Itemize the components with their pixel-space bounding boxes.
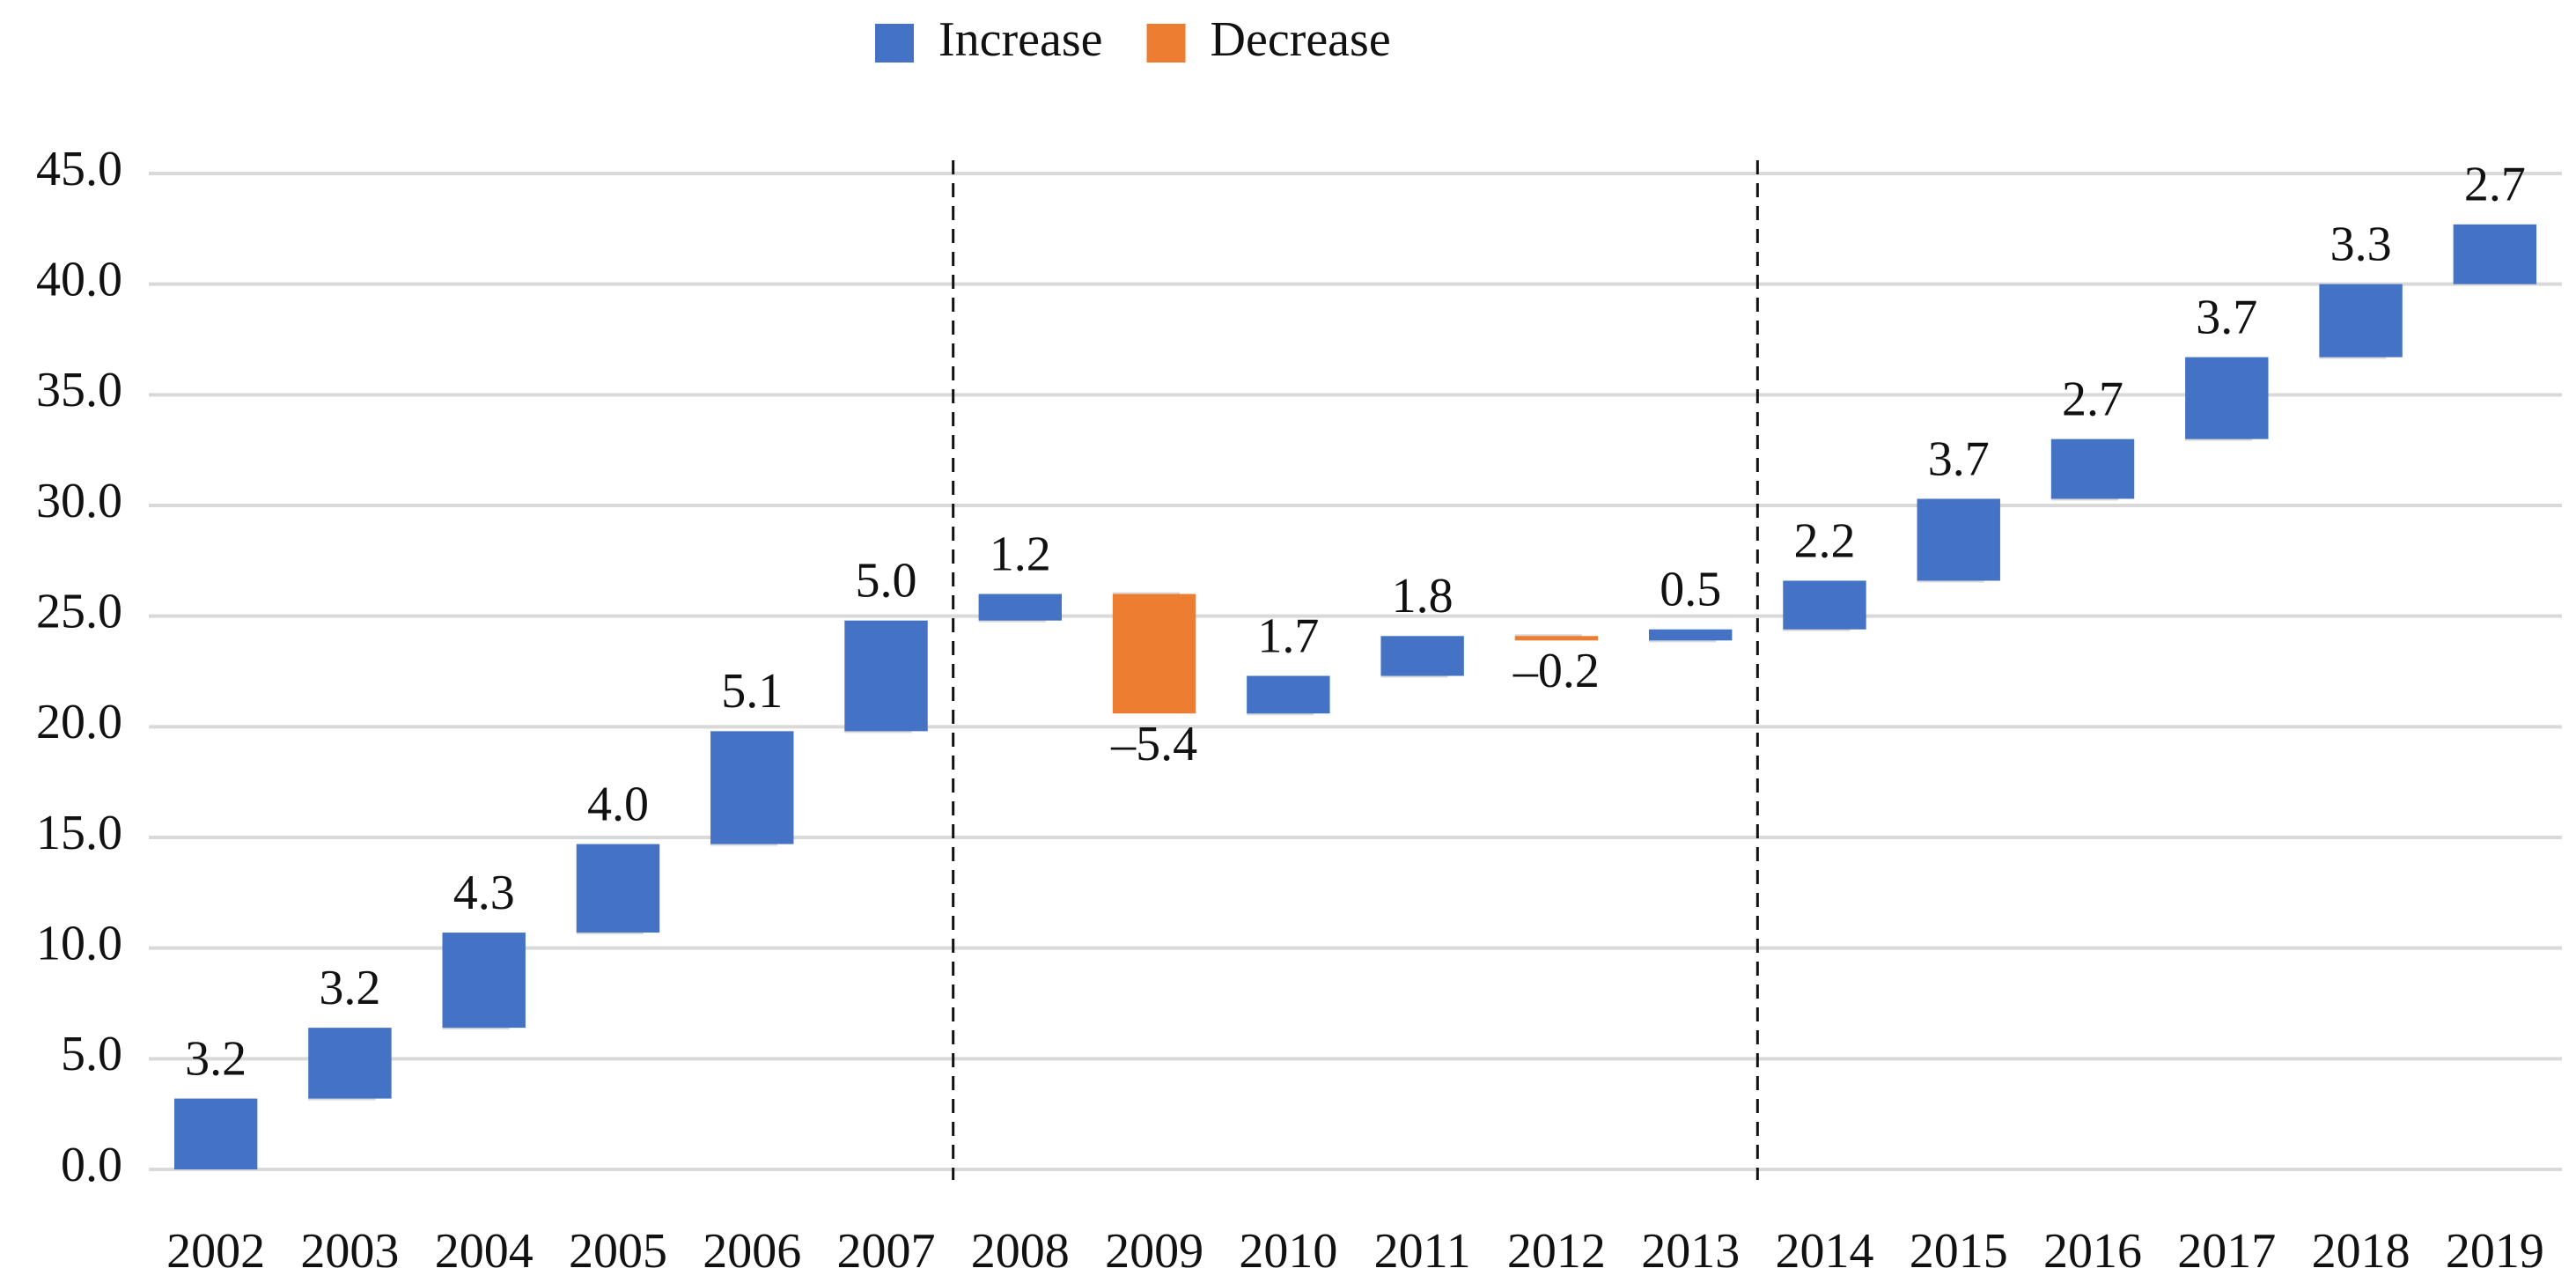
x-tick-label: 2015 — [1910, 1224, 2008, 1279]
x-tick-label: 2014 — [1775, 1224, 1873, 1279]
x-tick-label: 2012 — [1507, 1224, 1606, 1279]
bar — [978, 594, 1063, 621]
bar — [1648, 629, 1733, 641]
value-label: 3.7 — [1928, 431, 1990, 486]
bar — [2319, 284, 2403, 358]
legend-label: Increase — [938, 12, 1103, 67]
x-tick-label: 2002 — [166, 1224, 265, 1279]
bar — [1247, 675, 1330, 714]
x-tick-label: 2006 — [703, 1224, 801, 1279]
y-tick-label: 35.0 — [36, 363, 122, 417]
value-label: 5.0 — [856, 554, 917, 608]
value-label: 4.0 — [587, 777, 649, 831]
y-tick-label: 30.0 — [36, 474, 122, 528]
legend-swatch — [875, 24, 914, 63]
x-tick-label: 2019 — [2446, 1224, 2544, 1279]
x-tick-label: 2018 — [2312, 1224, 2410, 1279]
value-label: 0.5 — [1660, 563, 1721, 617]
x-tick-label: 2011 — [1374, 1224, 1471, 1279]
value-label: 2.7 — [2062, 372, 2123, 426]
value-label: 3.7 — [2196, 290, 2257, 344]
y-tick-label: 45.0 — [36, 142, 122, 196]
x-tick-label: 2007 — [837, 1224, 936, 1279]
value-label: 2.7 — [2464, 158, 2526, 212]
bar — [1112, 594, 1196, 714]
y-tick-label: 25.0 — [36, 585, 122, 639]
bar — [2453, 224, 2537, 284]
value-label: 1.8 — [1392, 569, 1454, 623]
bar — [576, 844, 660, 933]
bar — [173, 1098, 258, 1169]
x-tick-label: 2016 — [2043, 1224, 2142, 1279]
legend-swatch — [1146, 24, 1186, 63]
y-tick-label: 0.0 — [61, 1138, 122, 1192]
x-tick-label: 2017 — [2177, 1224, 2276, 1279]
bar — [2185, 357, 2269, 439]
y-tick-label: 10.0 — [36, 917, 122, 971]
x-tick-label: 2004 — [435, 1224, 534, 1279]
y-tick-label: 40.0 — [36, 253, 122, 307]
value-label: 1.2 — [990, 527, 1051, 581]
bar — [1514, 636, 1599, 641]
value-label: 3.3 — [2330, 218, 2392, 272]
bar — [442, 933, 526, 1029]
value-label: 2.2 — [1793, 513, 1855, 568]
x-tick-label: 2009 — [1105, 1224, 1203, 1279]
y-tick-label: 5.0 — [61, 1027, 122, 1081]
value-label: –0.2 — [1512, 644, 1600, 698]
bar — [1917, 498, 2000, 581]
x-tick-label: 2010 — [1239, 1224, 1337, 1279]
bar — [1380, 636, 1464, 676]
bar — [308, 1028, 392, 1099]
x-tick-label: 2013 — [1641, 1224, 1740, 1279]
value-label: –5.4 — [1110, 717, 1197, 771]
bar — [710, 731, 794, 844]
y-tick-label: 20.0 — [36, 695, 122, 749]
legend-label: Decrease — [1211, 12, 1391, 67]
value-label: 3.2 — [185, 1031, 247, 1086]
bar — [844, 620, 928, 732]
x-tick-label: 2008 — [971, 1224, 1070, 1279]
bar — [1783, 580, 1866, 630]
x-tick-label: 2005 — [569, 1224, 667, 1279]
y-tick-label: 15.0 — [36, 806, 122, 860]
value-label: 3.2 — [319, 961, 380, 1015]
value-label: 5.1 — [721, 664, 783, 719]
value-label: 4.3 — [453, 866, 515, 920]
bar — [2050, 439, 2135, 499]
value-label: 1.7 — [1257, 608, 1319, 663]
x-tick-label: 2003 — [300, 1224, 399, 1279]
